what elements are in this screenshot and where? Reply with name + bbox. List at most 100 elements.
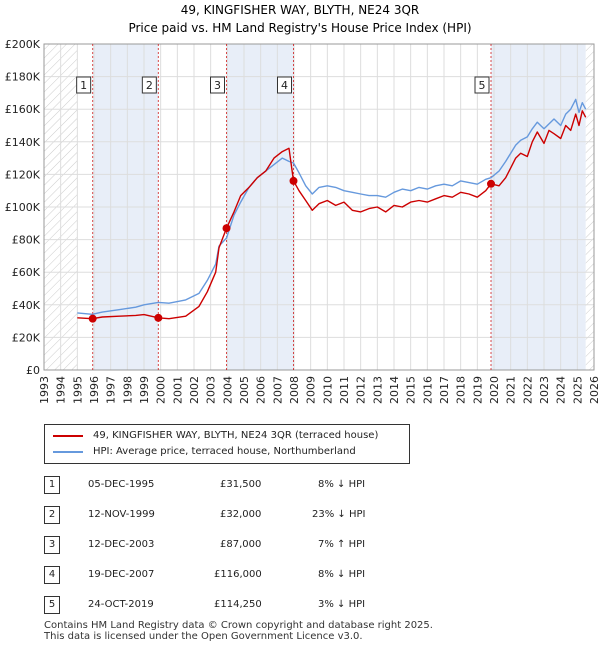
sale-hpi: 8% ↓ HPI xyxy=(318,479,366,490)
sale-number: 3 xyxy=(44,536,60,554)
sale-number: 5 xyxy=(44,596,60,614)
sale-hpi: 8% ↓ HPI xyxy=(318,569,366,580)
x-tick-label: 2004 xyxy=(221,376,234,404)
x-tick-label: 1999 xyxy=(138,376,151,404)
x-tick-label: 2008 xyxy=(288,376,301,404)
sale-point xyxy=(289,176,298,185)
x-tick-label: 2026 xyxy=(588,376,600,404)
sale-date: 19-DEC-2007 xyxy=(88,569,155,580)
sale-price: £31,500 xyxy=(220,479,262,490)
x-tick-label: 2011 xyxy=(338,376,351,404)
x-tick-label: 2015 xyxy=(405,376,418,404)
x-tick-label: 2022 xyxy=(521,376,534,404)
x-tick-label: 2003 xyxy=(205,376,218,404)
x-tick-label: 2014 xyxy=(388,376,401,404)
sale-hpi: 3% ↓ HPI xyxy=(318,599,366,610)
sale-price: £116,000 xyxy=(214,569,262,580)
y-tick-label: £0 xyxy=(26,364,40,377)
x-tick-label: 2018 xyxy=(455,376,468,404)
sale-label-box xyxy=(141,76,157,94)
y-tick-label: £40K xyxy=(12,299,41,312)
x-tick-label: 2016 xyxy=(421,376,434,404)
y-tick-label: £140K xyxy=(5,136,41,149)
price-chart: 49, KINGFISHER WAY, BLYTH, NE24 3QR Pric… xyxy=(5,3,600,404)
legend-label-hpi: HPI: Average price, terraced house, Nort… xyxy=(93,446,356,457)
table-row: 5 24-OCT-2019 £114,250 3% ↓ HPI xyxy=(44,596,564,616)
sale-number: 4 xyxy=(44,566,60,584)
hpi-line xyxy=(77,98,587,315)
x-tick-label: 2005 xyxy=(238,376,251,404)
x-tick-label: 1993 xyxy=(38,376,51,404)
y-tick-label: £160K xyxy=(5,103,41,116)
y-tick-label: £200K xyxy=(5,38,41,51)
sale-label-box xyxy=(210,76,225,94)
x-tick-label: 2020 xyxy=(488,376,501,404)
footer-credit: Contains HM Land Registry data © Crown c… xyxy=(44,620,433,642)
x-tick-label: 2009 xyxy=(305,376,318,404)
sale-point xyxy=(154,313,163,322)
sale-label-box xyxy=(474,76,490,94)
y-tick-label: £80K xyxy=(12,234,41,247)
x-tick-label: 1997 xyxy=(105,376,118,404)
x-tick-label: 2010 xyxy=(321,376,334,404)
sale-point xyxy=(487,179,495,188)
sale-price: £114,250 xyxy=(214,599,262,610)
sale-price: £32,000 xyxy=(220,509,262,520)
legend-swatch-hpi xyxy=(53,450,83,453)
y-tick-label: £60K xyxy=(12,266,41,279)
x-tick-label: 2007 xyxy=(271,376,284,404)
sale-number: 2 xyxy=(44,506,60,524)
sale-point xyxy=(88,314,97,323)
sale-label-box xyxy=(277,76,292,94)
x-tick-label: 2025 xyxy=(571,376,584,404)
y-tick-label: £20K xyxy=(12,331,41,344)
x-tick-label: 2024 xyxy=(555,376,568,404)
y-tick-label: £180K xyxy=(5,71,41,84)
y-tick-label: £120K xyxy=(5,168,41,181)
sale-date: 12-NOV-1999 xyxy=(88,509,155,520)
legend-item-price: 49, KINGFISHER WAY, BLYTH, NE24 3QR (ter… xyxy=(53,430,378,441)
sale-label: 1 xyxy=(80,79,87,92)
chart-legend: 49, KINGFISHER WAY, BLYTH, NE24 3QR (ter… xyxy=(44,424,410,464)
sale-price: £87,000 xyxy=(220,539,262,550)
chart-subtitle: Price paid vs. HM Land Registry's House … xyxy=(128,21,471,35)
x-tick-label: 2000 xyxy=(155,376,168,404)
footer-line-1: Contains HM Land Registry data © Crown c… xyxy=(44,620,433,631)
x-tick-label: 2023 xyxy=(538,376,551,404)
x-tick-label: 1994 xyxy=(55,376,68,404)
legend-item-hpi: HPI: Average price, terraced house, Nort… xyxy=(53,446,356,457)
sale-hpi: 7% ↑ HPI xyxy=(318,539,366,550)
x-tick-label: 1995 xyxy=(71,376,84,404)
table-row: 1 05-DEC-1995 £31,500 8% ↓ HPI xyxy=(44,476,564,496)
x-tick-label: 1996 xyxy=(88,376,101,404)
sale-number: 1 xyxy=(44,476,60,494)
x-tick-label: 2002 xyxy=(188,376,201,404)
sale-point xyxy=(222,224,231,233)
x-tick-label: 1998 xyxy=(121,376,134,404)
table-row: 2 12-NOV-1999 £32,000 23% ↓ HPI xyxy=(44,506,564,526)
legend-label-price: 49, KINGFISHER WAY, BLYTH, NE24 3QR (ter… xyxy=(93,430,379,441)
sale-label: 3 xyxy=(214,79,221,92)
table-row: 4 19-DEC-2007 £116,000 8% ↓ HPI xyxy=(44,566,564,586)
sale-label: 5 xyxy=(479,79,486,92)
sale-hpi: 23% ↓ HPI xyxy=(312,509,366,520)
sale-date: 12-DEC-2003 xyxy=(88,539,155,550)
sale-label: 4 xyxy=(281,79,288,92)
x-tick-label: 2012 xyxy=(355,376,368,404)
x-tick-label: 2017 xyxy=(438,376,451,404)
sale-date: 24-OCT-2019 xyxy=(88,599,154,610)
legend-swatch-price xyxy=(53,434,83,437)
x-tick-label: 2006 xyxy=(255,376,268,404)
plot-frame xyxy=(43,43,595,371)
sale-date: 05-DEC-1995 xyxy=(88,479,155,490)
sale-label: 2 xyxy=(146,79,153,92)
y-tick-label: £100K xyxy=(5,201,41,214)
footer-line-2: This data is licensed under the Open Gov… xyxy=(44,631,363,642)
x-tick-label: 2021 xyxy=(505,376,518,404)
sale-label-box xyxy=(76,76,92,94)
table-row: 3 12-DEC-2003 £87,000 7% ↑ HPI xyxy=(44,536,564,556)
x-tick-label: 2019 xyxy=(471,376,484,404)
x-tick-label: 2001 xyxy=(171,376,184,404)
price-paid-line xyxy=(77,110,587,320)
chart-title: 49, KINGFISHER WAY, BLYTH, NE24 3QR xyxy=(181,3,420,17)
